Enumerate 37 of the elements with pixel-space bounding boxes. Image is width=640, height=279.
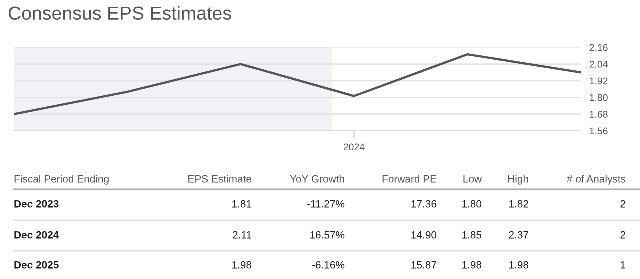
text: 14.90: [412, 231, 437, 239]
text: 1.98: [462, 261, 482, 269]
x-tick-label: 2024: [344, 144, 365, 151]
text: 16.57%: [310, 231, 345, 239]
y-tick-label: 2.04: [590, 61, 608, 68]
text: 1.85: [462, 231, 482, 239]
text: High: [508, 175, 528, 185]
y-tick-label: 1.92: [590, 78, 608, 85]
text: Forward PE: [382, 175, 437, 183]
text: 1.81: [232, 200, 252, 208]
text: 15.87: [412, 261, 436, 269]
text: 2: [620, 231, 626, 239]
text: 1.80: [462, 200, 482, 208]
text: 2.37: [509, 231, 528, 239]
text: 2.11: [233, 231, 252, 239]
text: -6.16%: [312, 261, 345, 269]
text: 2: [620, 200, 626, 208]
text: Low: [464, 176, 482, 183]
text: -11.27%: [307, 200, 345, 208]
y-tick-label: 1.80: [590, 94, 608, 102]
text: Dec 2025: [14, 261, 59, 269]
text: Dec 2024: [14, 231, 60, 239]
line-series: [14, 53, 581, 116]
chart-title: Consensus EPS Estimates: [8, 6, 232, 20]
y-tick-label: 2.16: [590, 44, 608, 52]
text: 1.98: [232, 261, 252, 269]
y-tick-label: 1.56: [590, 128, 608, 135]
text: EPS Estimate: [188, 175, 252, 183]
text: 1.82: [510, 200, 528, 208]
text: YoY Growth: [290, 175, 344, 183]
text: Dec 2023: [14, 200, 59, 208]
text: 17.36: [412, 200, 437, 208]
text: Fiscal Period Ending: [14, 175, 109, 185]
text: 1: [621, 262, 626, 269]
y-tick-label: 1.68: [590, 111, 608, 118]
text: 1.98: [510, 261, 529, 269]
text: # of Analysts: [566, 175, 626, 185]
